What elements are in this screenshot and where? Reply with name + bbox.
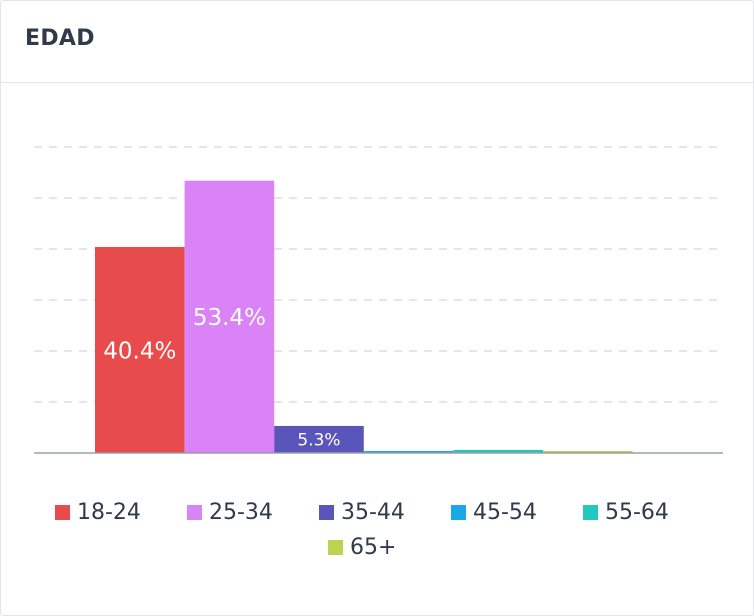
legend-swatch-65+ [328,540,343,555]
chart-area: 40.4% 53.4% 5.3% 18-24 25-34 35-44 45-54 55-64… [1,84,753,615]
legend-swatch-55-64 [583,505,598,520]
value-label-25-34: 53.4% [193,305,266,331]
bars [95,180,633,453]
bar-65+ [543,451,633,453]
value-label-35-44: 5.3% [297,431,340,451]
bar-35-44 [274,425,364,453]
value-label-18-24: 40.4% [103,338,176,364]
bar-18-24 [95,246,185,453]
legend-label-35-44: 35-44 [341,500,405,525]
legend-label-25-34: 25-34 [209,500,273,525]
legend-label-18-24: 18-24 [77,500,141,525]
age-bar-chart: 40.4% 53.4% 5.3% 18-24 25-34 35-44 45-54 55-64… [34,146,723,560]
legend-swatch-35-44 [319,505,334,520]
legend-label-45-54: 45-54 [473,500,537,525]
legend-swatch-25-34 [187,505,202,520]
legend-label-55-64: 55-64 [605,500,669,525]
legend: 18-24 25-34 35-44 45-54 55-64 65+ [55,500,669,560]
card-title: EDAD [25,26,95,51]
value-labels: 40.4% 53.4% 5.3% [103,305,340,450]
legend-swatch-45-54 [451,505,466,520]
legend-label-65+: 65+ [350,535,396,560]
bar-25-34 [184,180,275,453]
card-header: EDAD [1,1,753,83]
bar-45-54 [363,451,454,453]
bar-55-64 [453,449,543,453]
legend-swatch-18-24 [55,505,70,520]
gridlines [34,146,723,403]
